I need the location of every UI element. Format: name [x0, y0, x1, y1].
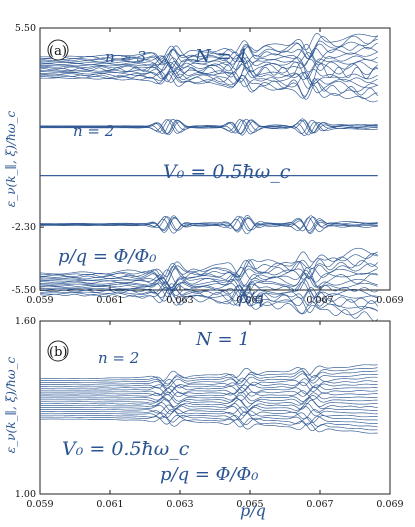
panel-a-xlabel: p/q — [238, 288, 264, 307]
panel-b-band-0-curve — [40, 367, 378, 385]
panel-b-band-0-curve — [40, 397, 378, 408]
panel-a-band-1-curve — [40, 119, 378, 136]
panel-a-band-0-curve — [39, 73, 378, 103]
panel-a-annotation-pq: p/q = Φ/Φ₀ — [58, 246, 156, 267]
panel-b-xtick-label: 0.059 — [26, 499, 53, 510]
panel-a-band-0-curve — [39, 61, 378, 80]
panel-a-band-4-curve — [39, 259, 378, 284]
panel-a-annotation-n3: n = 3 — [105, 48, 146, 66]
panel-a-annotation-v0: V₀ = 0.5ħω_c — [163, 161, 291, 183]
panel-a-band-0-curve — [40, 33, 378, 60]
panel-a-band-0-curve — [40, 56, 378, 75]
panel-b-xtick-label: 0.063 — [166, 499, 193, 510]
panel-b-band-0-curve — [40, 394, 378, 405]
panel-a-band-4-curve — [39, 247, 378, 277]
panel-b-label-circle — [47, 340, 69, 362]
panel-b-band-0-curve — [40, 404, 378, 420]
panel-b-band-0-curve — [40, 398, 378, 410]
panel-b-band-0-curve — [40, 373, 378, 389]
panel-b-band-0-curve — [40, 416, 378, 434]
panel-a-band-0-curve — [40, 66, 378, 85]
panel-a-band-4-curve — [39, 288, 378, 322]
panel-b-ytick-label: 1.00 — [15, 489, 36, 500]
panel-a: 0.059 0.061 0.063 0.065 0.067 0.069 5.50 -2.30 -… — [4, 23, 404, 322]
panel-b-band-0-curve — [40, 386, 378, 398]
panel-b-label: (b) — [49, 345, 67, 360]
panel-a-ytick-label: -5.50 — [12, 285, 36, 296]
panel-a-xtick-label: 0.063 — [166, 295, 193, 306]
panel-a-ytick-label: -2.30 — [12, 222, 36, 233]
panel-a-band-3-curve — [40, 216, 378, 232]
panel-b-band-0-curve — [40, 402, 378, 413]
panel-a-band-0-curve — [40, 57, 378, 73]
panel-a-xtick-label: 0.065 — [236, 295, 263, 306]
panel-a-ticks: 0.059 0.061 0.063 0.065 0.067 0.069 5.50 -2.30 -… — [12, 23, 404, 306]
panel-a-band-0-curve — [39, 47, 378, 67]
panel-a-ylabel: ε_ν(k_∥, ξ)/ħω_c — [4, 111, 18, 208]
panel-a-xtick-label: 0.061 — [96, 295, 123, 306]
panel-a-band-0-curve — [39, 52, 378, 73]
panel-b-band-0-curve — [40, 370, 378, 387]
panel-b-band-0-curve — [40, 374, 378, 389]
panel-a-band-0-curve — [39, 42, 378, 66]
panel-a-band-3-curve — [40, 214, 378, 231]
panel-b-ticks: 0.059 0.061 0.063 0.065 0.067 0.069 1.60 1.00 — [15, 316, 404, 510]
panel-b-annotation-n2: n = 2 — [98, 349, 139, 367]
panel-a-band-0-curve — [40, 66, 378, 89]
panel-a-ytick-label: 5.50 — [15, 23, 36, 34]
panel-a-label-circle — [47, 39, 69, 61]
panel-b-annotation-N1: N = 1 — [195, 329, 250, 350]
panel-a-band-4-curve — [39, 279, 378, 298]
panel-a-xtick-label: 0.059 — [26, 295, 53, 306]
panel-a-band-0-curve — [39, 38, 378, 63]
panel-b-curves — [39, 364, 378, 434]
panel-b-annotation-pq: p/q = Φ/Φ₀ — [160, 464, 258, 485]
panel-a-band-0-curve — [40, 72, 378, 100]
panel-a-band-4-curve — [39, 285, 378, 309]
panel-b-ylabel: ε_ν(k_∥, ξ)/ħω_c — [4, 357, 18, 454]
panel-b-xtick-label: 0.067 — [306, 499, 333, 510]
panel-a-curves — [39, 33, 378, 322]
panel-a-band-0-curve — [39, 70, 378, 97]
panel-a-band-4-curve — [39, 273, 378, 294]
panel-a-band-4-curve — [40, 281, 378, 300]
panel-b-annotation-v0: V₀ = 0.5ħω_c — [62, 438, 190, 460]
panel-a-xtick-label: 0.069 — [376, 295, 403, 306]
panel-a-band-0-curve — [39, 60, 378, 86]
panel-b: 0.059 0.061 0.063 0.065 0.067 0.069 1.60 1.00 (… — [4, 316, 404, 520]
panel-a-annotation-N1: N = 1 — [194, 46, 249, 67]
panel-b-band-0-curve — [40, 415, 378, 432]
panel-b-band-0-curve — [40, 404, 378, 417]
panel-b-xtick-label: 0.065 — [236, 499, 263, 510]
panel-a-label: (a) — [49, 44, 67, 59]
panel-a-xtick-label: 0.067 — [306, 295, 333, 306]
panel-b-band-0-curve — [39, 378, 378, 393]
panel-a-band-4-curve — [39, 267, 378, 286]
panel-b-band-0-curve — [40, 408, 378, 423]
panel-b-band-0-curve — [40, 409, 378, 426]
panel-b-xtick-label: 0.069 — [376, 499, 403, 510]
panel-a-annotation-n2: n = 2 — [73, 122, 114, 140]
panel-b-xtick-label: 0.061 — [96, 499, 123, 510]
panel-b-band-0-curve — [40, 390, 378, 402]
panel-a-band-3-curve — [40, 217, 378, 235]
panel-b-band-0-curve — [40, 412, 378, 428]
panel-b-band-0-curve — [40, 364, 378, 382]
panel-b-band-0-curve — [40, 384, 378, 396]
panel-b-band-0-curve — [40, 381, 378, 396]
panel-a-band-4-curve — [40, 275, 378, 295]
panel-a-band-1-curve — [40, 118, 378, 135]
panel-a-band-0-curve — [40, 43, 378, 69]
panel-b-xlabel: p/q — [240, 501, 266, 520]
panel-b-band-0-curve — [40, 391, 378, 402]
panel-b-ytick-label: 1.60 — [15, 316, 36, 327]
